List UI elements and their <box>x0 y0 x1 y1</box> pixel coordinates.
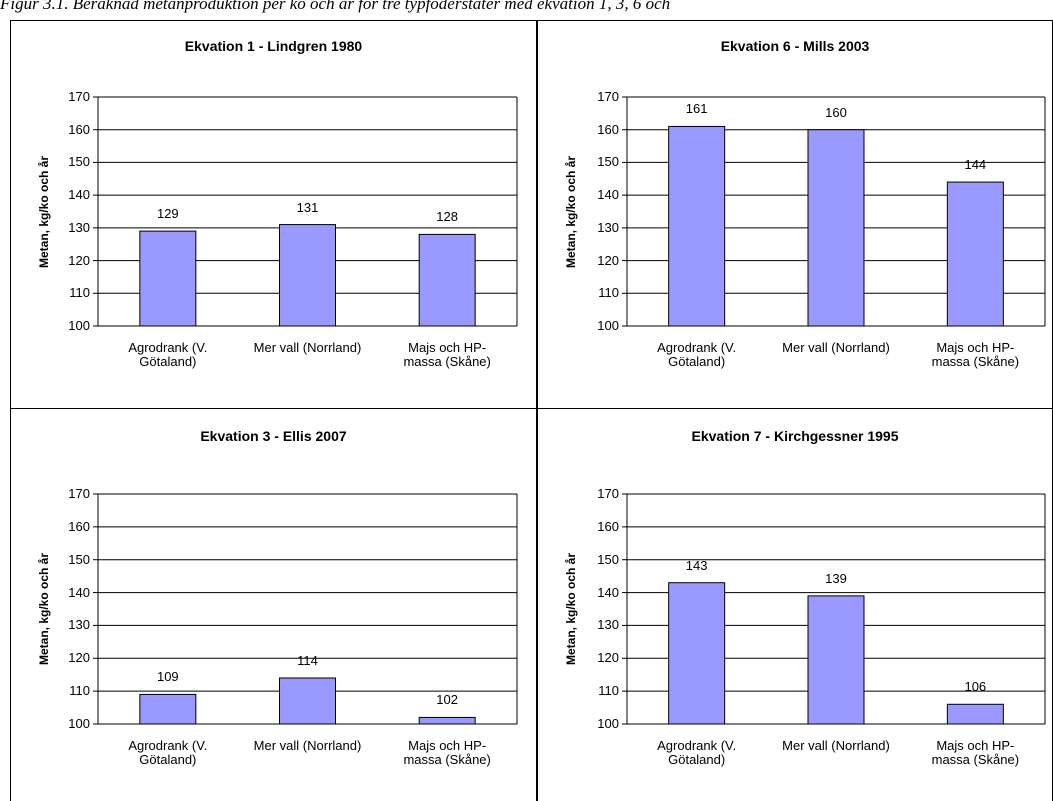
panel-border <box>10 408 537 801</box>
y-tick-label: 100 <box>597 318 619 333</box>
value-label: 129 <box>156 206 179 222</box>
x-tick-label: Majs och HP- massa (Skåne) <box>403 738 491 767</box>
y-tick-label: 140 <box>597 584 619 600</box>
x-tick-label: Agrodrank (V. Götaland) <box>657 738 737 767</box>
bar <box>668 125 726 327</box>
chart <box>10 20 537 408</box>
bar <box>418 233 476 327</box>
chart-title: Ekvation 1 - Lindgren 1980 <box>184 38 363 54</box>
chart-panel: Ekvation 6 - Mills 2003 Metan, kg/ko och … <box>537 20 1053 408</box>
y-tick-label: 120 <box>597 650 619 666</box>
chart-title: Ekvation 3 - Ellis 2007 <box>200 428 347 444</box>
y-axis-label: Metan, kg/ko och år <box>564 552 578 666</box>
x-tick-label: Mer vall (Norrland) <box>253 340 362 355</box>
y-tick-label: 100 <box>68 716 90 731</box>
x-tick-label: Agrodrank (V. Götaland) <box>128 340 208 369</box>
bar <box>946 703 1004 725</box>
bar <box>279 224 336 327</box>
bar <box>668 582 726 725</box>
bar <box>946 181 1004 327</box>
chart-title: Ekvation 6 - Mills 2003 <box>720 38 870 54</box>
x-tick-label: Majs och HP- massa (Skåne) <box>931 340 1020 369</box>
y-tick-label: 170 <box>68 89 90 104</box>
y-tick-label: 140 <box>68 584 90 600</box>
y-tick-label: 110 <box>598 285 619 301</box>
bar <box>807 129 865 327</box>
y-tick-label: 140 <box>597 187 619 203</box>
y-tick-label: 120 <box>68 252 90 268</box>
value-label: 161 <box>685 101 708 117</box>
bar <box>139 693 197 725</box>
chart <box>537 408 1053 801</box>
y-tick-label: 170 <box>68 486 90 501</box>
y-tick-label: 100 <box>597 716 619 731</box>
y-tick-label: 150 <box>597 154 619 170</box>
chart-panel: Ekvation 3 - Ellis 2007 Metan, kg/ko och … <box>10 408 537 801</box>
y-tick-label: 160 <box>597 121 619 137</box>
y-tick-label: 130 <box>597 219 619 235</box>
value-label: 114 <box>297 653 318 668</box>
bar <box>139 230 197 327</box>
x-tick-label: Agrodrank (V. Götaland) <box>657 340 737 369</box>
y-tick-label: 130 <box>68 617 90 633</box>
y-tick-label: 150 <box>68 551 90 567</box>
value-label: 139 <box>825 570 847 586</box>
y-tick-label: 150 <box>597 551 619 567</box>
y-axis-label: Metan, kg/ko och år <box>564 155 578 268</box>
value-label: 109 <box>156 669 179 685</box>
x-tick-label: Agrodrank (V. Götaland) <box>128 738 208 767</box>
value-label: 106 <box>964 679 987 695</box>
bar <box>279 677 336 725</box>
bar <box>807 595 865 725</box>
x-tick-label: Mer vall (Norrland) <box>782 738 890 753</box>
x-tick-label: Majs och HP- massa (Skåne) <box>403 340 491 369</box>
chart-panel: Ekvation 7 - Kirchgessner 1995 Metan, kg/… <box>537 408 1053 801</box>
value-label: 143 <box>685 557 708 573</box>
y-tick-label: 130 <box>597 617 619 633</box>
x-tick-label: Majs och HP- massa (Skåne) <box>931 738 1020 767</box>
bar <box>418 716 476 725</box>
y-tick-label: 160 <box>68 518 90 534</box>
y-tick-label: 110 <box>69 285 90 301</box>
y-tick-label: 120 <box>68 650 90 666</box>
y-tick-label: 110 <box>69 683 90 699</box>
y-tick-label: 170 <box>597 89 619 104</box>
x-tick-label: Mer vall (Norrland) <box>253 738 362 753</box>
y-tick-label: 150 <box>68 154 90 170</box>
chart-title: Ekvation 7 - Kirchgessner 1995 <box>691 428 899 444</box>
y-tick-label: 110 <box>598 683 619 699</box>
x-tick-label: Mer vall (Norrland) <box>782 340 890 355</box>
y-tick-label: 170 <box>597 486 619 501</box>
chart <box>10 408 537 801</box>
value-label: 102 <box>436 692 458 708</box>
y-tick-label: 160 <box>597 518 619 534</box>
chart-panel: Ekvation 1 - Lindgren 1980 Metan, kg/ko o… <box>10 20 537 408</box>
y-tick-label: 120 <box>597 252 619 268</box>
caption: Figur 3.1. Beräknad metanproduktion per … <box>0 0 671 13</box>
panel-border <box>10 20 537 408</box>
value-label: 131 <box>296 199 319 215</box>
chart <box>537 20 1053 408</box>
y-tick-label: 160 <box>68 121 90 137</box>
value-label: 160 <box>825 104 847 120</box>
y-tick-label: 100 <box>68 318 90 333</box>
value-label: 144 <box>964 157 987 173</box>
y-tick-label: 140 <box>68 187 90 203</box>
value-label: 128 <box>436 209 458 225</box>
y-tick-label: 130 <box>68 219 90 235</box>
